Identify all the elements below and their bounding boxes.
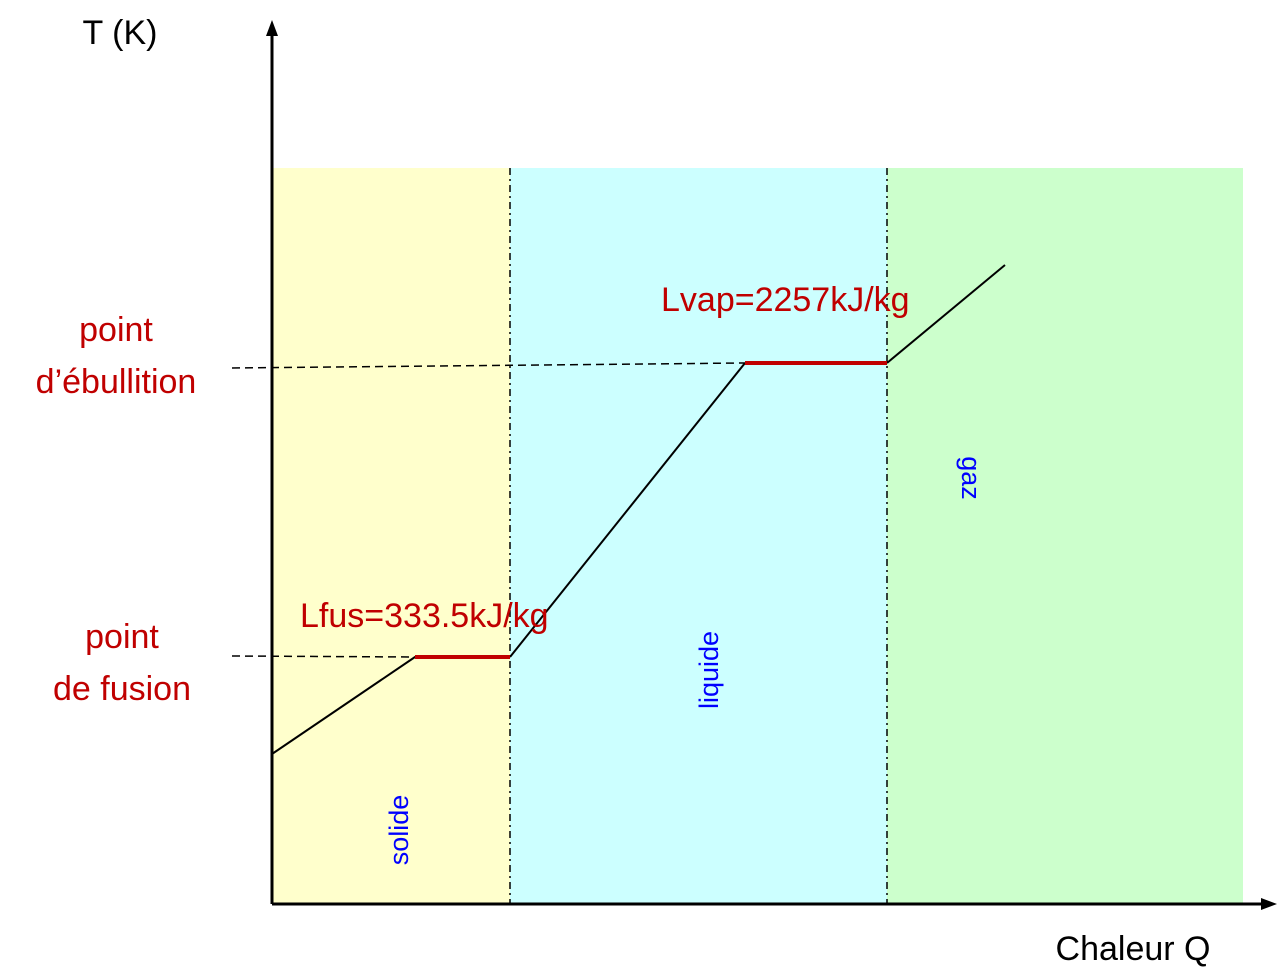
x-axis-label: Chaleur Q [1056,930,1211,968]
y-axis-arrow-icon [266,20,278,36]
latent-heat-fusion-label: Lfus=333.5kJ/kg [300,597,549,635]
phase-label-liquide: liquide [694,631,724,709]
phase-label-gaz: gaz [956,456,986,500]
phase-region-solide [272,168,510,904]
fusion-label-line1: point [85,618,159,656]
latent-heat-vaporisation-label: Lvap=2257kJ/kg [661,281,910,319]
curve-solid-heating [271,656,416,755]
fusion-guide-line [231,655,416,658]
phase-region-liquide [510,168,887,904]
x-axis-arrow-icon [1261,898,1277,910]
phase-label-solide: solide [384,795,414,866]
ebullition-guide-line [231,362,746,369]
curve-gas-heating [886,264,1006,364]
ebullition-label-line1: point [79,311,153,349]
curve-liquid-heating [509,362,746,658]
y-axis-label: T (K) [83,14,158,52]
phase-region-gaz [887,168,1243,904]
fusion-label-line2: de fusion [53,670,191,708]
ebullition-label-line2: d’ébullition [36,363,197,401]
